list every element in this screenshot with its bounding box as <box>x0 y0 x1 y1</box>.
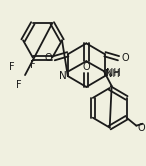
Text: NH: NH <box>105 69 120 79</box>
Text: F: F <box>9 62 14 72</box>
Text: NH: NH <box>106 68 121 78</box>
Text: N: N <box>59 71 67 81</box>
Text: F: F <box>30 60 36 70</box>
Text: O: O <box>121 53 129 63</box>
Text: O: O <box>45 53 52 63</box>
Text: O: O <box>82 62 90 72</box>
Text: O: O <box>137 123 145 133</box>
Text: F: F <box>16 80 22 90</box>
